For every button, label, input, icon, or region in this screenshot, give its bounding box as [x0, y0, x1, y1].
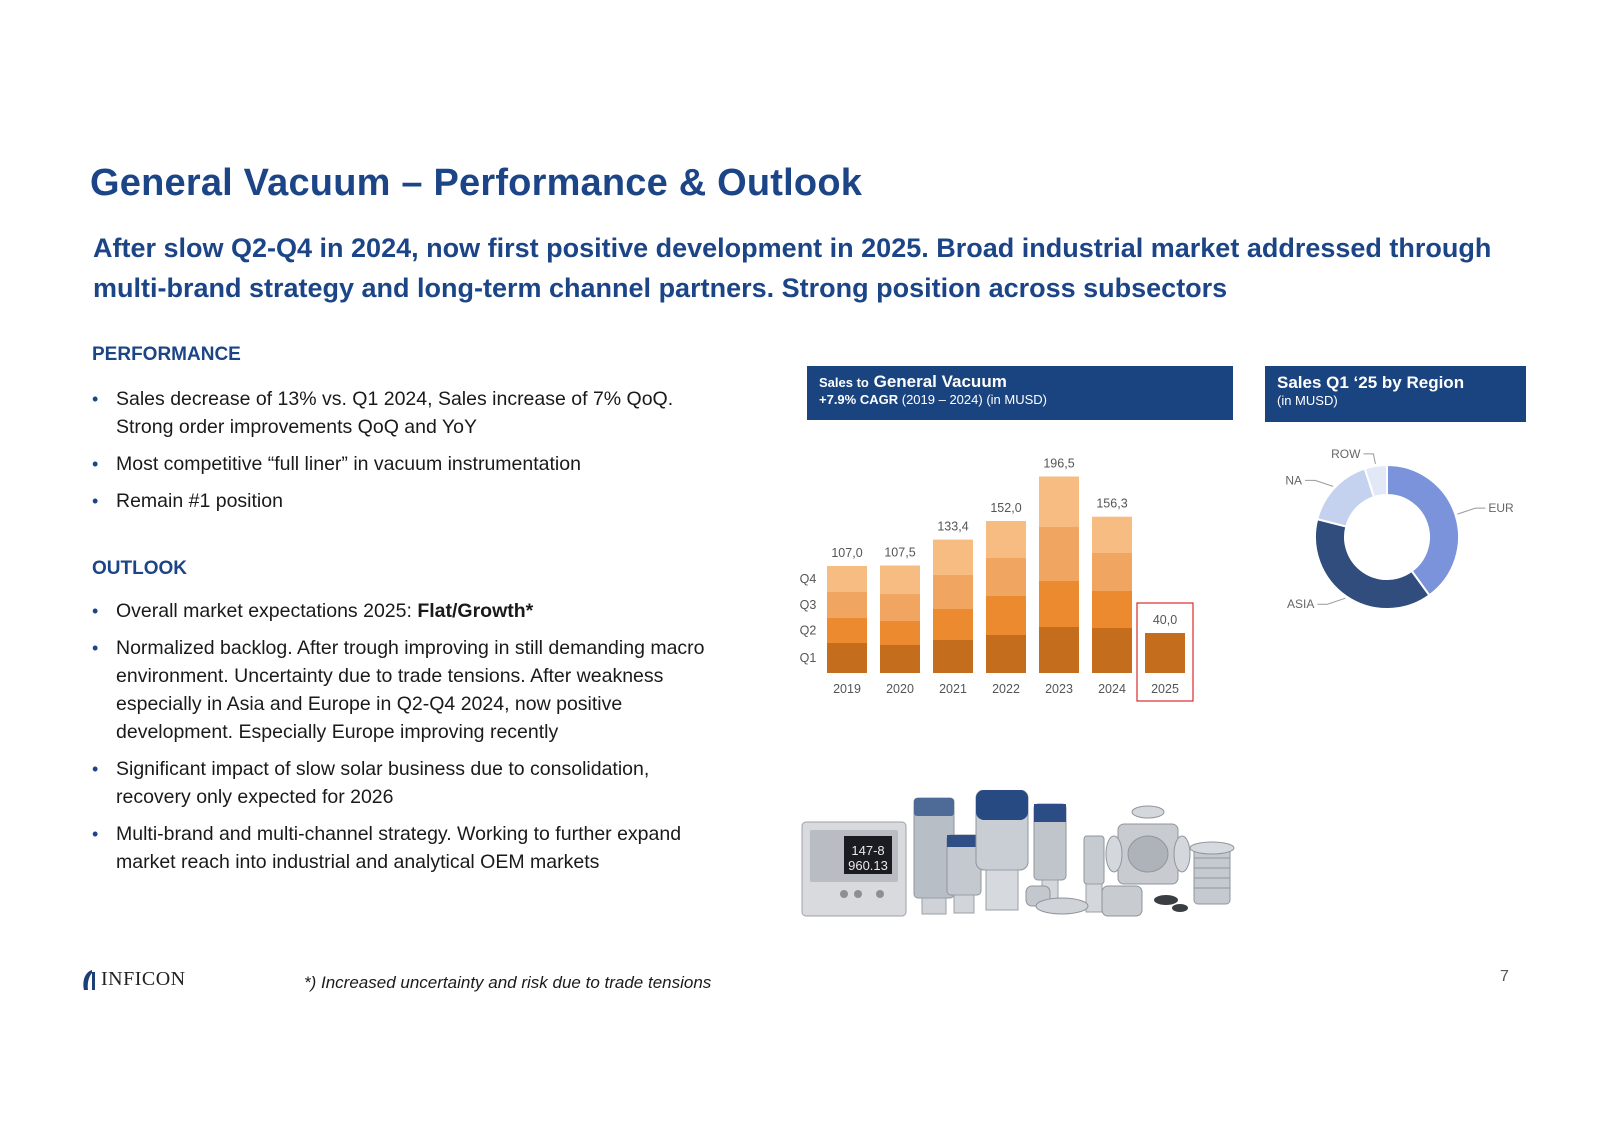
donut-slice-eur — [1386, 463, 1460, 597]
cagr-label: +7.9% CAGR — [819, 392, 899, 407]
bar-total-label-2022: 152,0 — [990, 501, 1021, 515]
product-image: 147-8 960.13 — [801, 790, 1235, 917]
bar-segment-q1-2021 — [933, 640, 973, 673]
x-tick-label-2022: 2022 — [992, 682, 1020, 696]
quarter-label-q1: Q1 — [800, 651, 816, 665]
donut-chart-header-title: Sales Q1 ‘25 by Region — [1277, 373, 1465, 392]
performance-heading: PERFORMANCE — [92, 344, 241, 365]
performance-bullet: Sales decrease of 13% vs. Q1 2024, Sales… — [92, 385, 732, 441]
bar-segment-q4-2024 — [1092, 516, 1132, 553]
outlook-bullet: Overall market expectations 2025: Flat/G… — [92, 597, 717, 625]
donut-chart-header-subtitle: (in MUSD) — [1277, 393, 1338, 408]
inficon-logo-icon — [83, 969, 95, 990]
bar-segment-q1-2019 — [827, 643, 867, 673]
quarter-label-q2: Q2 — [800, 624, 816, 638]
gauge-icon — [913, 790, 1105, 915]
bar-segment-q1-2020 — [880, 645, 920, 673]
bar-chart-header: Sales to General Vacuum +7.9% CAGR (2019… — [807, 366, 1233, 420]
donut-slice-row — [1363, 463, 1388, 499]
outlook-bullet: Multi-brand and multi-channel strategy. … — [92, 820, 717, 876]
bar-segment-q3-2024 — [1092, 553, 1132, 591]
bar-segment-q2-2020 — [880, 621, 920, 645]
bar-segment-q2-2022 — [986, 596, 1026, 635]
inficon-logo: INFICON — [80, 968, 186, 991]
bar-total-label-2021: 133,4 — [937, 520, 968, 534]
bar-segment-q2-2024 — [1092, 591, 1132, 628]
sales-bar-chart: 107,0 2019 107,5 2020 133,4 2021 152,0 2022 196,… — [800, 457, 1194, 702]
fitting-icon — [1035, 805, 1191, 917]
performance-bullet: Most competitive “full liner” in vacuum … — [92, 450, 732, 478]
bar-segment-q3-2021 — [933, 575, 973, 609]
outlook-bullet-text: Overall market expectations 2025: — [116, 600, 418, 622]
bar-chart-header-prefix: Sales to — [819, 375, 869, 390]
donut-chart-header: Sales Q1 ‘25 by Region (in MUSD) — [1265, 366, 1526, 422]
donut-slice-na — [1316, 467, 1376, 528]
bar-total-label-2024: 156,3 — [1096, 497, 1127, 511]
bar-segment-q4-2023 — [1039, 476, 1079, 527]
bar-segment-q4-2020 — [880, 565, 920, 594]
bar-segment-q3-2019 — [827, 592, 867, 618]
bar-segment-q2-2023 — [1039, 581, 1079, 627]
bar-segment-q4-2021 — [933, 539, 973, 575]
donut-leader-eur — [1457, 507, 1486, 515]
x-tick-label-2021: 2021 — [939, 682, 967, 696]
svg-text:147-8: 147-8 — [851, 843, 884, 858]
donut-label-na: NA — [1285, 473, 1302, 487]
bar-chart-header-title: Sales to General Vacuum — [819, 372, 1221, 392]
bar-segment-q4-2019 — [827, 566, 867, 592]
page-title: General Vacuum – Performance & Outlook — [90, 162, 863, 204]
region-donut-chart: EUR ASIA NA ROW — [1285, 447, 1514, 611]
bar-chart-header-subtitle: +7.9% CAGR (2019 – 2024) (in MUSD) — [819, 392, 1221, 407]
quarter-label-q4: Q4 — [800, 572, 816, 586]
bar-segment-q4-2022 — [986, 521, 1026, 558]
bar-segment-q1-2025 — [1145, 633, 1185, 673]
bar-segment-q2-2021 — [933, 609, 973, 640]
bar-chart-header-name: General Vacuum — [873, 372, 1007, 391]
bar-segment-q3-2023 — [1039, 527, 1079, 581]
performance-bullet: Remain #1 position — [92, 487, 732, 515]
outlook-bullet: Normalized backlog. After trough improvi… — [92, 634, 717, 746]
footnote: *) Increased uncertainty and risk due to… — [304, 973, 712, 992]
outlook-bullet: Significant impact of slow solar busines… — [92, 755, 717, 811]
donut-label-eur: EUR — [1488, 501, 1514, 515]
x-tick-label-2023: 2023 — [1045, 682, 1073, 696]
quarter-label-q3: Q3 — [800, 598, 816, 612]
x-tick-label-2020: 2020 — [886, 682, 914, 696]
bar-total-label-2020: 107,5 — [884, 546, 915, 560]
page-subtitle: After slow Q2-Q4 in 2024, now first posi… — [93, 233, 1492, 303]
controller-icon: 147-8 960.13 — [801, 821, 907, 917]
bar-segment-q2-2019 — [827, 618, 867, 643]
bar-total-label-2019: 107,0 — [831, 546, 862, 560]
bar-segment-q3-2020 — [880, 594, 920, 621]
donut-label-row: ROW — [1331, 447, 1361, 461]
svg-text:960.13: 960.13 — [848, 858, 888, 873]
x-tick-label-2025: 2025 — [1151, 682, 1179, 696]
highlight-box-2025 — [1136, 602, 1194, 702]
page-number: 7 — [1500, 968, 1509, 985]
bar-segment-q3-2022 — [986, 558, 1026, 596]
bar-total-label-2023: 196,5 — [1043, 457, 1074, 471]
x-tick-label-2019: 2019 — [833, 682, 861, 696]
outlook-bullet-emphasis: Flat/Growth* — [417, 600, 534, 622]
outlook-heading: OUTLOOK — [92, 558, 187, 579]
cagr-period-label: (2019 – 2024) (in MUSD) — [901, 392, 1047, 407]
bar-segment-q1-2023 — [1039, 627, 1079, 673]
donut-slice-asia — [1314, 517, 1431, 610]
bellows-icon — [1189, 841, 1235, 905]
performance-list: Sales decrease of 13% vs. Q1 2024, Sales… — [92, 385, 732, 524]
x-tick-label-2024: 2024 — [1098, 682, 1126, 696]
donut-leader-na — [1305, 479, 1334, 487]
donut-leader-row — [1363, 453, 1376, 465]
bar-segment-q1-2024 — [1092, 628, 1132, 673]
donut-leader-asia — [1317, 597, 1346, 605]
bar-total-label-2025: 40,0 — [1153, 613, 1177, 627]
bar-segment-q1-2022 — [986, 635, 1026, 673]
donut-label-asia: ASIA — [1287, 597, 1314, 611]
outlook-list: Overall market expectations 2025: Flat/G… — [92, 597, 717, 885]
inficon-logo-text: INFICON — [101, 968, 186, 990]
